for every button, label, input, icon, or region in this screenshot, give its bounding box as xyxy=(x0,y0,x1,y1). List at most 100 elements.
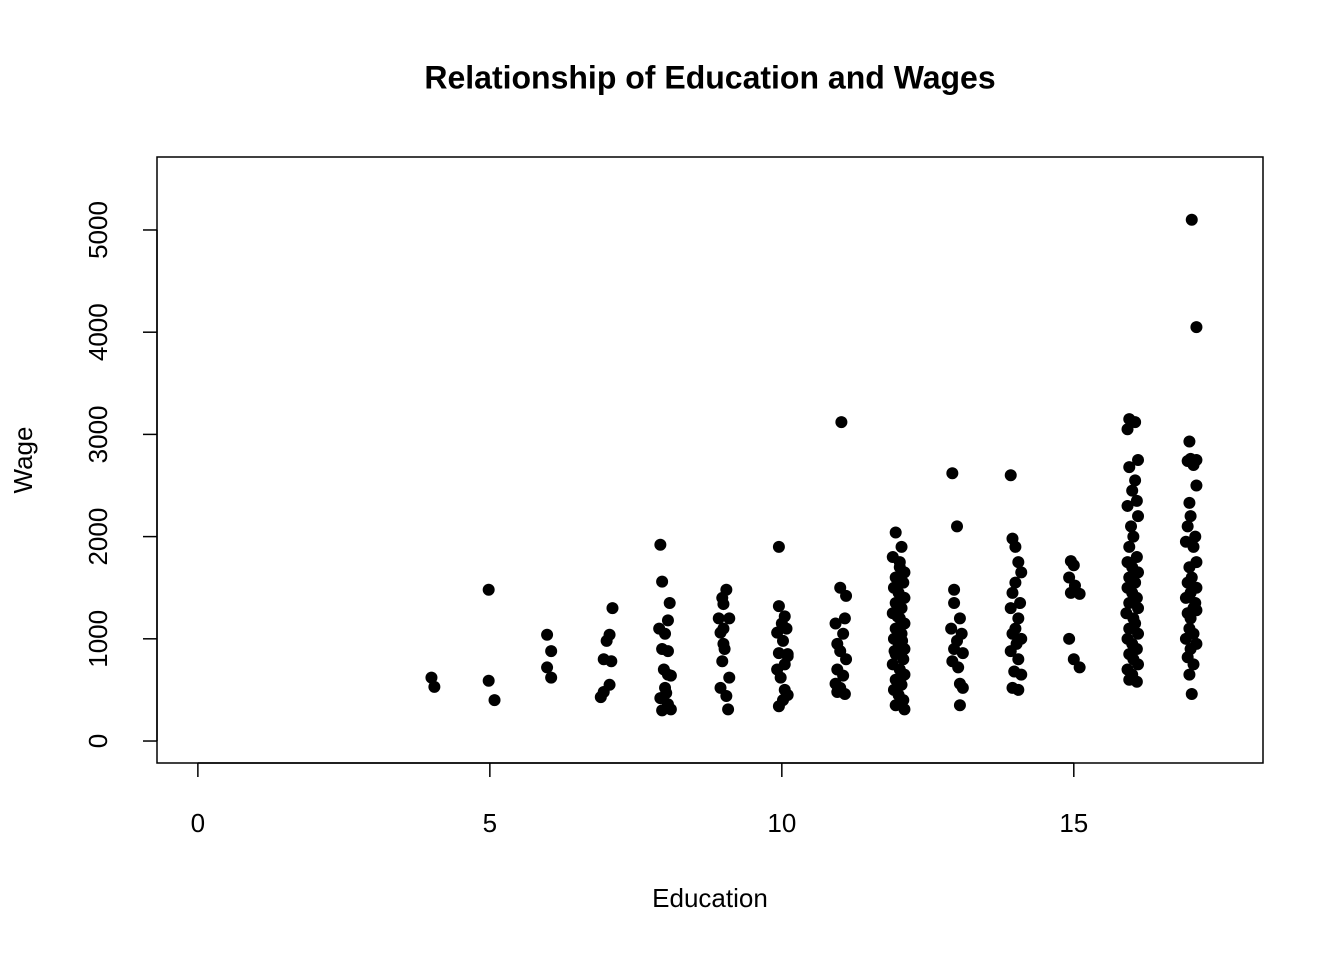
chart-title: Relationship of Education and Wages xyxy=(424,59,995,95)
point xyxy=(889,526,902,539)
point xyxy=(952,661,965,674)
point xyxy=(1121,423,1134,436)
point xyxy=(1129,416,1142,429)
point xyxy=(541,661,554,674)
point xyxy=(663,597,676,610)
point xyxy=(1130,494,1143,507)
point xyxy=(654,538,667,551)
point xyxy=(772,540,785,553)
point xyxy=(1006,586,1019,599)
y-axis-label: Wage xyxy=(8,427,38,494)
point xyxy=(600,634,613,647)
point xyxy=(831,685,844,698)
point xyxy=(1132,602,1145,615)
point xyxy=(1123,597,1136,610)
point xyxy=(1015,566,1028,579)
y-tick-label: 2000 xyxy=(83,508,113,566)
point xyxy=(1073,587,1086,600)
point xyxy=(946,467,959,480)
point xyxy=(720,690,733,703)
x-tick-label: 15 xyxy=(1059,808,1088,838)
point xyxy=(948,583,961,596)
point xyxy=(661,614,674,627)
point xyxy=(1184,612,1197,625)
point xyxy=(776,694,789,707)
point xyxy=(953,612,966,625)
point xyxy=(1181,520,1194,533)
point xyxy=(1004,645,1017,658)
x-axis-label: Education xyxy=(652,883,768,913)
point xyxy=(717,598,730,611)
point xyxy=(895,540,908,553)
point xyxy=(1123,622,1136,635)
point xyxy=(1121,499,1134,512)
point xyxy=(1132,566,1145,579)
point xyxy=(772,600,785,613)
point xyxy=(1014,597,1027,610)
x-tick-label: 0 xyxy=(191,808,205,838)
point xyxy=(1067,559,1080,572)
point xyxy=(1012,612,1025,625)
point xyxy=(1012,653,1025,666)
point xyxy=(1132,658,1145,671)
point xyxy=(1185,213,1198,226)
point xyxy=(780,622,793,635)
point xyxy=(837,627,850,640)
point xyxy=(659,681,672,694)
point xyxy=(1185,688,1198,701)
point xyxy=(712,612,725,625)
point xyxy=(545,645,558,658)
point xyxy=(717,637,730,650)
point xyxy=(716,655,729,668)
point xyxy=(1004,469,1017,482)
point xyxy=(1012,683,1025,696)
point xyxy=(545,671,558,684)
point xyxy=(894,671,907,684)
point xyxy=(1126,484,1139,497)
point xyxy=(1187,459,1200,472)
point xyxy=(1004,602,1017,615)
point xyxy=(482,583,495,596)
point xyxy=(1129,474,1142,487)
point xyxy=(829,617,842,630)
point xyxy=(425,671,438,684)
point xyxy=(956,681,969,694)
point xyxy=(664,703,677,716)
point xyxy=(1179,632,1192,645)
point xyxy=(1183,496,1196,509)
x-tick-label: 10 xyxy=(767,808,796,838)
point xyxy=(840,589,853,602)
point xyxy=(723,612,736,625)
point xyxy=(1123,540,1136,553)
point xyxy=(1183,561,1196,574)
point xyxy=(1181,576,1194,589)
point xyxy=(1183,668,1196,681)
point xyxy=(1189,530,1202,543)
point xyxy=(1123,461,1136,474)
point xyxy=(1183,435,1196,448)
point xyxy=(1190,321,1203,334)
point xyxy=(888,645,901,658)
point xyxy=(1064,586,1077,599)
y-tick-label: 4000 xyxy=(83,303,113,361)
point xyxy=(891,610,904,623)
point xyxy=(896,634,909,647)
y-tick-label: 0 xyxy=(83,734,113,748)
point xyxy=(774,671,787,684)
point xyxy=(1132,453,1145,466)
point xyxy=(1127,530,1140,543)
point xyxy=(1179,591,1192,604)
point xyxy=(835,416,848,429)
point xyxy=(1187,540,1200,553)
point xyxy=(898,703,911,716)
y-tick-label: 1000 xyxy=(83,610,113,668)
point xyxy=(897,576,910,589)
point xyxy=(664,669,677,682)
point xyxy=(948,597,961,610)
point xyxy=(838,612,851,625)
point xyxy=(1006,627,1019,640)
point xyxy=(1125,520,1138,533)
point xyxy=(659,627,672,640)
